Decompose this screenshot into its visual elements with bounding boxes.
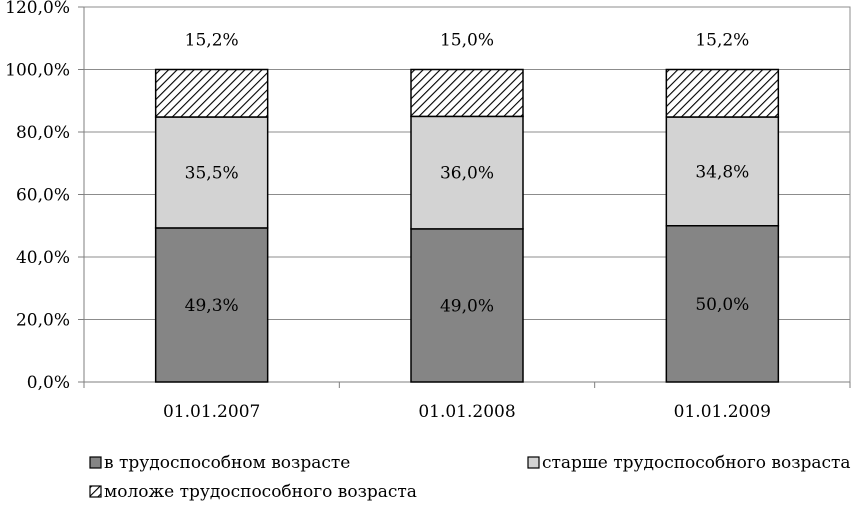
x-tick-label: 01.01.2007 — [163, 402, 260, 422]
data-label: 35,5% — [185, 163, 239, 183]
bar-segment — [410, 228, 524, 383]
y-tick-label: 80,0% — [16, 123, 70, 143]
y-tick-label: 100,0% — [5, 61, 70, 81]
legend-swatch — [527, 456, 540, 469]
data-label: 15,2% — [695, 31, 749, 51]
y-tick-label: 0,0% — [27, 373, 70, 393]
x-tick-label: 01.01.2009 — [674, 402, 771, 422]
y-tick-label: 20,0% — [16, 311, 70, 331]
legend-label: старше трудоспособного возраста — [542, 453, 851, 473]
bar-segment — [665, 68, 780, 118]
legend-label: моложе трудоспособного возраста — [104, 482, 417, 502]
y-tick-label: 40,0% — [16, 248, 70, 268]
x-tick-label: 01.01.2008 — [418, 402, 515, 422]
legend-label: в трудоспособном возрасте — [104, 453, 350, 473]
data-label: 34,8% — [695, 162, 749, 182]
bar-segment — [154, 68, 269, 118]
bar-segment — [665, 225, 780, 383]
bars — [154, 68, 780, 383]
legend: в трудоспособном возрасте старше трудоспо… — [89, 453, 851, 502]
data-label: 15,2% — [185, 31, 239, 51]
y-tick-label: 120,0% — [5, 0, 70, 18]
legend-swatch — [89, 456, 102, 469]
axes: 0,0% 20,0% 40,0% 60,0% 80,0% 100,0% 120,0% 01.0… — [5, 0, 851, 422]
data-label: 15,0% — [440, 31, 494, 51]
bar-segment — [154, 116, 269, 229]
data-label: 49,3% — [185, 296, 239, 316]
data-labels: 49,3% 35,5% 15,2% 49,0% 36,0% 15,0% 50,0% 34,8%… — [185, 31, 750, 317]
data-label: 50,0% — [695, 295, 749, 315]
data-label: 49,0% — [440, 296, 494, 316]
data-label: 36,0% — [440, 164, 494, 184]
bar-segment — [665, 116, 780, 227]
y-tick-label: 60,0% — [16, 186, 70, 206]
legend-swatch — [89, 485, 102, 498]
bar-segment — [410, 115, 524, 230]
bar-segment — [410, 68, 524, 118]
